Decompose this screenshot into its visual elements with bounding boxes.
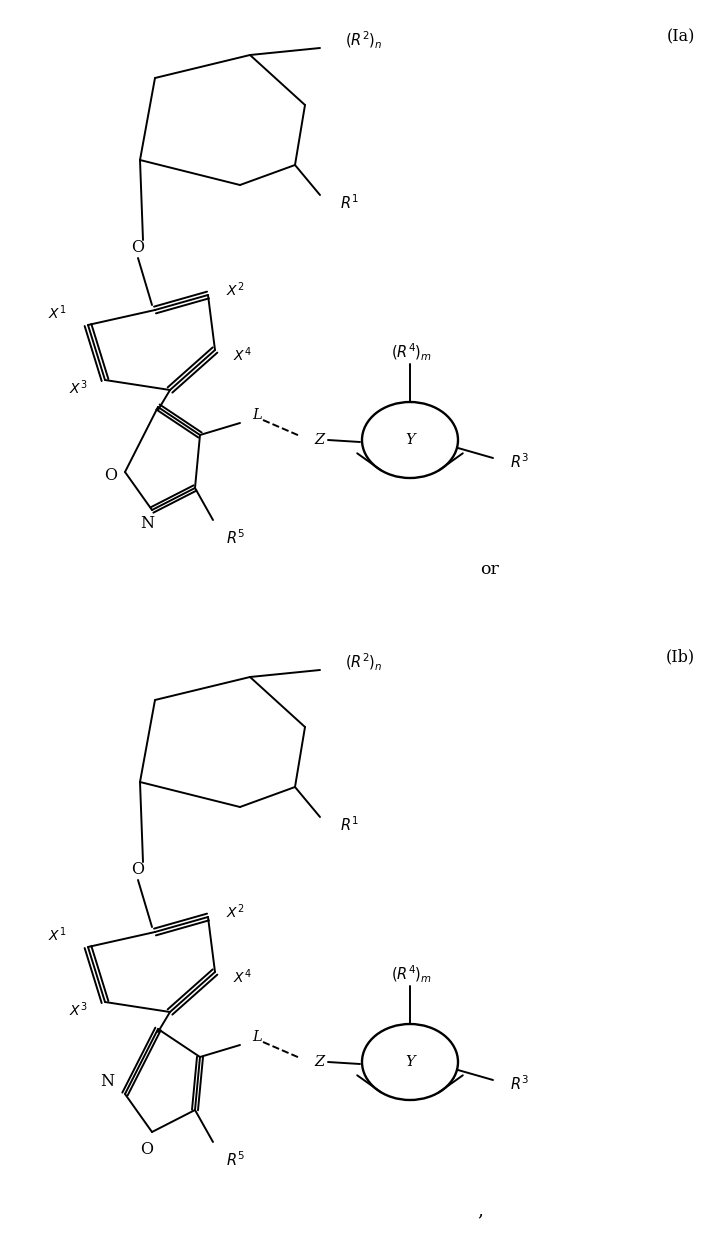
Text: O: O: [132, 240, 145, 256]
Text: $X^1$: $X^1$: [48, 926, 66, 944]
Text: O: O: [132, 862, 145, 878]
Text: $X^2$: $X^2$: [226, 281, 244, 300]
Text: $R^1$: $R^1$: [340, 194, 359, 213]
Text: $R^1$: $R^1$: [340, 816, 359, 835]
Text: (Ib): (Ib): [666, 648, 695, 666]
Text: L: L: [252, 408, 262, 422]
Text: Z: Z: [314, 433, 324, 447]
Text: N: N: [100, 1074, 114, 1091]
Text: or: or: [481, 561, 500, 578]
Text: $(R^4)_m$: $(R^4)_m$: [392, 341, 432, 362]
Text: L: L: [252, 1030, 262, 1044]
Text: $(R^4)_m$: $(R^4)_m$: [392, 963, 432, 984]
Text: Y: Y: [405, 1055, 415, 1069]
Text: $(R^2)_n$: $(R^2)_n$: [345, 652, 383, 673]
Text: (Ia): (Ia): [667, 29, 695, 45]
Text: O: O: [104, 466, 117, 484]
Text: $X^2$: $X^2$: [226, 903, 244, 922]
Text: $R^5$: $R^5$: [226, 529, 245, 547]
Text: $X^4$: $X^4$: [233, 346, 252, 364]
Text: Z: Z: [314, 1055, 324, 1069]
Text: $X^4$: $X^4$: [233, 968, 252, 986]
Text: $X^3$: $X^3$: [69, 1000, 87, 1019]
Text: $R^3$: $R^3$: [510, 453, 529, 471]
Text: $R^3$: $R^3$: [510, 1075, 529, 1093]
Text: ,: ,: [477, 1200, 483, 1219]
Text: $R^5$: $R^5$: [226, 1151, 245, 1169]
Text: $(R^2)_n$: $(R^2)_n$: [345, 30, 383, 51]
Text: Y: Y: [405, 433, 415, 447]
Text: $X^3$: $X^3$: [69, 378, 87, 397]
Text: O: O: [140, 1142, 153, 1158]
Text: $X^1$: $X^1$: [48, 304, 66, 322]
Text: N: N: [140, 515, 154, 532]
